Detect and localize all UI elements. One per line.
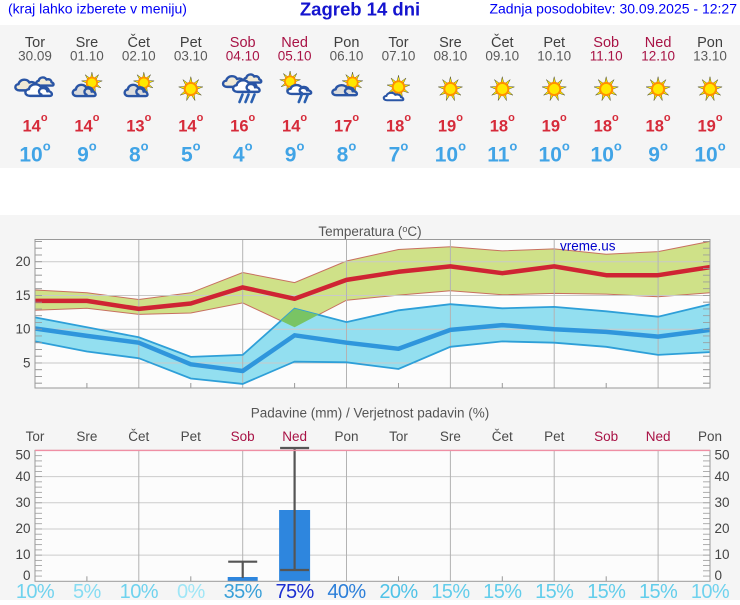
svg-text:20: 20 — [15, 521, 30, 536]
svg-text:Sob: Sob — [593, 35, 619, 51]
svg-text:75%: 75% — [275, 581, 314, 600]
svg-text:Zagreb 14 dni: Zagreb 14 dni — [300, 0, 420, 20]
svg-text:01.10: 01.10 — [70, 49, 104, 64]
svg-text:vreme.us: vreme.us — [560, 239, 616, 254]
svg-text:Sob: Sob — [594, 429, 618, 444]
svg-text:0: 0 — [23, 568, 31, 583]
svg-text:Sob: Sob — [231, 429, 255, 444]
svg-text:Čet: Čet — [128, 34, 151, 51]
svg-text:Temperatura (oC): Temperatura (oC) — [318, 224, 421, 239]
svg-text:Čet: Čet — [128, 429, 149, 444]
svg-text:Pet: Pet — [180, 35, 202, 51]
svg-text:10.10: 10.10 — [537, 49, 571, 64]
svg-text:5%: 5% — [73, 581, 102, 600]
svg-text:02.10: 02.10 — [122, 49, 156, 64]
svg-text:10%: 10% — [691, 581, 730, 600]
svg-text:15%: 15% — [587, 581, 626, 600]
svg-text:30: 30 — [15, 495, 30, 510]
svg-text:Ned: Ned — [281, 35, 308, 51]
svg-text:15: 15 — [15, 288, 30, 303]
svg-text:Zadnja posodobitev: 30.09.2025: Zadnja posodobitev: 30.09.2025 - 12:27 — [489, 1, 737, 17]
svg-text:06.10: 06.10 — [330, 49, 364, 64]
svg-text:40: 40 — [715, 469, 730, 484]
svg-text:08.10: 08.10 — [434, 49, 468, 64]
svg-text:10: 10 — [715, 547, 730, 562]
svg-text:0%: 0% — [177, 581, 206, 600]
svg-text:09.10: 09.10 — [485, 49, 519, 64]
svg-text:10%: 10% — [120, 581, 159, 600]
svg-text:0: 0 — [715, 568, 723, 583]
svg-text:Sre: Sre — [76, 35, 99, 51]
svg-text:Čet: Čet — [491, 34, 514, 51]
svg-text:15%: 15% — [639, 581, 678, 600]
svg-text:10: 10 — [15, 322, 30, 337]
svg-text:10: 10 — [15, 547, 30, 562]
svg-text:Pet: Pet — [544, 429, 565, 444]
svg-text:Tor: Tor — [26, 429, 45, 444]
svg-text:12.10: 12.10 — [641, 49, 675, 64]
svg-text:Pon: Pon — [334, 35, 360, 51]
svg-text:13.10: 13.10 — [693, 49, 727, 64]
svg-text:07.10: 07.10 — [382, 49, 416, 64]
svg-text:15%: 15% — [535, 581, 574, 600]
svg-text:35%: 35% — [224, 581, 263, 600]
svg-text:30.09: 30.09 — [18, 49, 52, 64]
svg-text:Tor: Tor — [25, 35, 45, 51]
svg-text:30: 30 — [715, 495, 730, 510]
svg-text:Pet: Pet — [181, 429, 202, 444]
svg-text:20: 20 — [715, 521, 730, 536]
svg-text:Sob: Sob — [230, 35, 256, 51]
svg-text:Pon: Pon — [697, 35, 723, 51]
svg-text:40%: 40% — [327, 581, 366, 600]
svg-text:20: 20 — [15, 254, 30, 269]
svg-text:11.10: 11.10 — [590, 49, 623, 64]
svg-text:Tor: Tor — [389, 429, 408, 444]
svg-text:04.10: 04.10 — [226, 49, 260, 64]
svg-text:Pet: Pet — [543, 35, 565, 51]
svg-text:(kraj lahko izberete v meniju): (kraj lahko izberete v meniju) — [8, 1, 187, 17]
svg-text:Sre: Sre — [440, 429, 461, 444]
svg-text:5: 5 — [23, 355, 31, 370]
svg-text:Ned: Ned — [646, 429, 671, 444]
svg-text:Pon: Pon — [698, 429, 722, 444]
svg-text:Sre: Sre — [76, 429, 97, 444]
svg-text:40: 40 — [15, 469, 30, 484]
svg-text:05.10: 05.10 — [278, 49, 312, 64]
svg-text:Čet: Čet — [492, 429, 513, 444]
svg-text:50: 50 — [15, 448, 30, 463]
svg-text:Pon: Pon — [334, 429, 358, 444]
svg-text:10%: 10% — [16, 581, 55, 600]
svg-text:03.10: 03.10 — [174, 49, 208, 64]
svg-text:Tor: Tor — [388, 35, 408, 51]
svg-text:Padavine (mm) / Verjetnost pad: Padavine (mm) / Verjetnost padavin (%) — [251, 406, 490, 421]
svg-text:Sre: Sre — [439, 35, 462, 51]
svg-text:20%: 20% — [379, 581, 418, 600]
svg-text:15%: 15% — [431, 581, 470, 600]
svg-text:50: 50 — [715, 448, 730, 463]
svg-text:Ned: Ned — [282, 429, 307, 444]
svg-text:15%: 15% — [483, 581, 522, 600]
svg-text:Ned: Ned — [645, 35, 672, 51]
